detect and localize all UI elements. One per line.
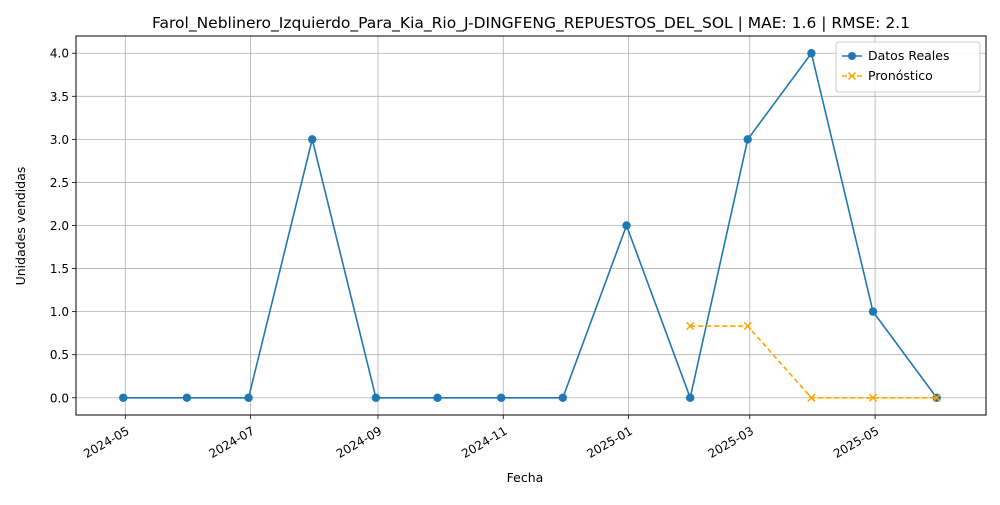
- y-tick-label: 3.5: [50, 90, 69, 104]
- data-point-datos-reales: [807, 49, 816, 58]
- data-point-datos-reales: [743, 135, 752, 144]
- data-point-pronostico: [686, 321, 695, 331]
- data-point-datos-reales: [622, 221, 631, 230]
- data-point-datos-reales: [497, 393, 506, 402]
- y-tick-label: 2.5: [50, 176, 69, 190]
- data-point-datos-reales: [182, 393, 192, 402]
- series-line-datos-reales: [123, 51, 938, 401]
- data-point-datos-reales: [244, 393, 253, 402]
- data-point-pronostico: [807, 393, 816, 402]
- data-point-datos-reales: [371, 393, 381, 402]
- data-point-pronostico: [932, 393, 941, 402]
- data-point-datos-reales: [433, 393, 442, 402]
- series-layer: [119, 49, 941, 402]
- data-point-datos-reales: [685, 393, 695, 402]
- data-point-datos-reales: [558, 393, 568, 402]
- legend-label-pronostico: Pronóstico: [868, 68, 933, 83]
- y-tick-label: 1.5: [50, 262, 69, 276]
- data-point-pronostico: [868, 393, 878, 402]
- data-point-datos-reales: [868, 307, 878, 316]
- y-tick-label: 2.0: [50, 219, 69, 233]
- legend-marker-datos-reales: [848, 52, 856, 60]
- data-point-datos-reales: [119, 393, 128, 402]
- y-tick-label: 0.0: [50, 391, 69, 405]
- y-tick-label: 4.0: [50, 47, 69, 61]
- y-tick-label: 3.0: [50, 133, 69, 147]
- legend-marker-pronostico: [847, 71, 857, 81]
- y-axis-label: Unidades vendidas: [13, 167, 28, 286]
- data-point-datos-reales: [308, 135, 317, 144]
- chart-title: Farol_Neblinero_Izquierdo_Para_Kia_Rio_J…: [152, 14, 910, 33]
- y-tick-label: 0.5: [50, 348, 69, 362]
- x-axis-label: Fecha: [507, 470, 544, 485]
- data-point-pronostico: [743, 321, 752, 331]
- legend: Datos Reales Pronóstico: [835, 41, 981, 93]
- legend-label-datos-reales: Datos Reales: [868, 48, 949, 63]
- y-tick-label: 1.0: [50, 305, 69, 319]
- legend-box: [835, 41, 981, 93]
